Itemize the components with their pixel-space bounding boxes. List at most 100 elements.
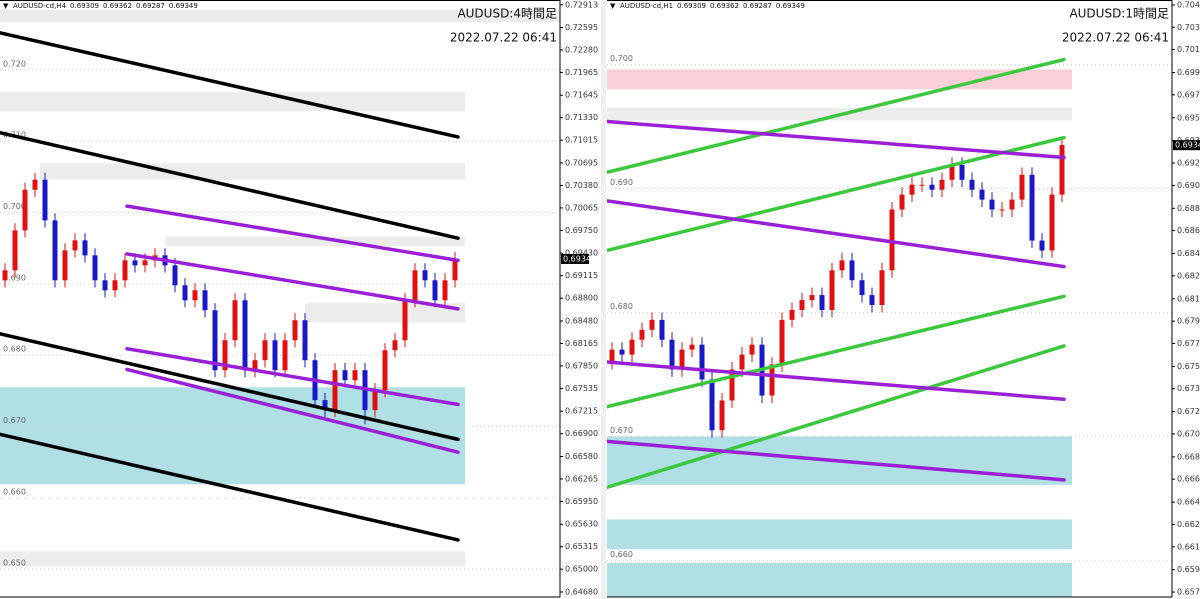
header: AUDUSD-cd,H4 0.69309 0.69362 0.69287 0.69349 — [13, 2, 198, 10]
header-quote: 0.69287 — [136, 2, 165, 10]
price-tag-label: 0.69349 — [563, 254, 596, 263]
candle-body — [32, 179, 38, 190]
candle-body — [709, 379, 715, 431]
y-tick-label: 0.65925 — [1177, 565, 1200, 574]
candle-body — [999, 209, 1005, 211]
trend-line — [607, 344, 1066, 490]
trend-line — [607, 199, 1066, 269]
candle-body — [909, 184, 915, 195]
trend-line — [607, 135, 1066, 253]
header-arrow: ▼ — [3, 2, 9, 10]
candle-body — [619, 349, 625, 355]
candle-body — [819, 295, 825, 310]
candle-body — [172, 265, 178, 286]
candle-body — [689, 344, 695, 350]
candle-body — [849, 260, 855, 281]
candle-body — [282, 340, 288, 371]
candle-body — [859, 280, 865, 296]
candle-body — [989, 199, 995, 210]
candle-body — [382, 350, 388, 391]
trend-line — [125, 252, 460, 311]
candle-body — [729, 369, 735, 401]
plot-area: 0.700 0.690 0.680 0.670 0.660 — [607, 54, 1172, 597]
header: AUDUSD-cd,H1 0.69309 0.69362 0.69287 0.69349 — [620, 2, 805, 10]
candle-body — [112, 280, 118, 291]
y-tick-label: 0.72595 — [565, 23, 598, 32]
candle-body — [212, 310, 218, 371]
y-tick-label: 0.66580 — [565, 452, 598, 461]
y-tick-label: 0.65630 — [565, 520, 598, 529]
candle-body — [22, 189, 28, 231]
zone — [40, 163, 465, 180]
y-tick-label: 0.68660 — [1177, 226, 1200, 235]
level-label: 0.670 — [610, 426, 633, 435]
candle-body — [432, 280, 438, 301]
header-quote: 0.69362 — [710, 2, 739, 10]
y-tick-label: 0.67215 — [565, 407, 598, 416]
zone — [0, 551, 465, 567]
candle-body — [679, 349, 685, 370]
chart-title: AUDUSD:1時間足 — [1069, 7, 1169, 21]
y-tick-label: 0.68110 — [1177, 294, 1200, 303]
candle-body — [202, 290, 208, 311]
y-tick-label: 0.66290 — [1177, 520, 1200, 529]
candle-body — [92, 255, 98, 281]
candle-body — [402, 300, 408, 341]
trend-line — [125, 347, 460, 407]
y-tick-label: 0.69025 — [1177, 181, 1200, 190]
y-tick-label: 0.68475 — [1177, 249, 1200, 258]
candle-body — [302, 320, 308, 361]
zone — [607, 69, 1072, 90]
y-tick-label: 0.69115 — [565, 271, 598, 280]
y-tick-label: 0.66835 — [1177, 452, 1200, 461]
candle-body — [639, 329, 645, 340]
trend-line — [607, 57, 1066, 175]
candle-body — [749, 344, 755, 355]
candle-body — [232, 300, 238, 341]
y-tick-label: 0.71645 — [565, 91, 598, 100]
candle-body — [342, 370, 348, 381]
y-tick-label: 0.67385 — [1177, 384, 1200, 393]
candle-body — [719, 400, 725, 431]
candle-body — [392, 340, 398, 351]
candle-body — [869, 295, 875, 306]
candle-body — [12, 230, 18, 271]
candle-body — [1029, 174, 1035, 241]
candle-body — [649, 319, 655, 330]
y-tick-label: 0.69205 — [1177, 159, 1200, 168]
y-tick-label: 0.67535 — [565, 384, 598, 393]
candle-body — [102, 280, 108, 291]
y-tick-label: 0.65950 — [565, 497, 598, 506]
level-label: 0.660 — [610, 550, 633, 559]
y-tick-label: 0.66900 — [565, 429, 598, 438]
header-arrow: ▼ — [610, 2, 616, 10]
candle-body — [242, 300, 248, 371]
candle-body — [889, 209, 895, 271]
level-label: 0.660 — [3, 487, 26, 496]
level-label: 0.680 — [610, 302, 633, 311]
candle-body — [352, 370, 358, 381]
y-tick-label: 0.68165 — [565, 339, 598, 348]
y-tick-label: 0.72280 — [565, 45, 598, 54]
candle-body — [2, 270, 8, 281]
y-tick-label: 0.66265 — [565, 474, 598, 483]
candle-body — [122, 260, 128, 281]
y-tick-label: 0.70695 — [565, 158, 598, 167]
y-tick-label: 0.69570 — [1177, 113, 1200, 122]
candle-body — [1059, 145, 1065, 195]
candle-body — [899, 194, 905, 210]
trend-line — [0, 130, 460, 240]
trend-line — [0, 432, 460, 542]
candle-body — [969, 179, 975, 190]
candle-body — [979, 189, 985, 200]
candle-body — [82, 240, 88, 256]
candle-body — [609, 349, 615, 363]
candle-body — [699, 344, 705, 380]
y-tick-label: 0.68800 — [565, 294, 598, 303]
y-tick-label: 0.67850 — [565, 361, 598, 370]
level-label: 0.700 — [610, 54, 633, 63]
candle-body — [292, 320, 298, 341]
header-quote: 0.69309 — [677, 2, 706, 10]
